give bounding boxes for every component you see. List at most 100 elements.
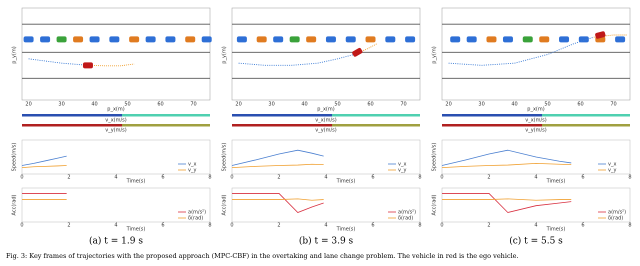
axis-label: Time(s): [126, 227, 146, 233]
axis-label: Acc(rad): [222, 194, 228, 215]
car: [89, 36, 100, 43]
x-tick-label: 4: [324, 223, 327, 229]
legend-label: v_x: [188, 162, 196, 168]
car: [185, 36, 196, 43]
bar: [332, 114, 420, 117]
plot-frame: [441, 139, 631, 175]
x-tick-label: 70: [190, 102, 196, 108]
bar-label: v_y(m/s): [105, 128, 127, 134]
x-tick-label: 6: [371, 175, 374, 181]
bar: [122, 124, 210, 127]
car: [40, 36, 51, 43]
x-tick-label: 70: [610, 102, 616, 108]
plot-frame: [21, 139, 211, 175]
car: [109, 36, 120, 43]
x-tick-label: 0: [230, 175, 233, 181]
legend-label: δ(rad): [188, 216, 203, 222]
curve: [441, 162, 572, 169]
plot-frame: [441, 187, 631, 223]
legend-label: v_x: [398, 162, 406, 168]
bar-label: v_x(m/s): [315, 118, 337, 124]
curve: [232, 198, 324, 201]
x-tick-label: 6: [161, 223, 164, 229]
trajectory: [238, 54, 355, 66]
curve: [231, 149, 324, 166]
axis-label: Speed(m/s): [12, 143, 18, 172]
trajectory: [448, 36, 594, 66]
x-tick-label: 50: [334, 102, 340, 108]
legend-label: v_y: [188, 168, 196, 174]
bar: [232, 114, 420, 117]
trajectory: [28, 58, 89, 66]
x-tick-label: 8: [208, 175, 211, 181]
bar: [542, 124, 630, 127]
car: [306, 36, 317, 43]
bar: [332, 124, 420, 127]
legend-label: v_x: [608, 162, 616, 168]
x-tick-label: 8: [418, 175, 421, 181]
x-tick-label: 30: [478, 102, 484, 108]
x-tick-label: 60: [367, 102, 373, 108]
legend-label: δ(rad): [608, 216, 623, 222]
car: [578, 36, 589, 43]
car: [236, 36, 247, 43]
axis-label: p_y(m): [12, 46, 18, 63]
x-tick-label: 2: [67, 175, 70, 181]
x-tick-label: 4: [534, 223, 537, 229]
curve: [21, 165, 67, 169]
curve: [441, 149, 572, 166]
bar: [442, 124, 630, 127]
prediction: [87, 63, 135, 67]
axis-label: Time(s): [336, 179, 356, 185]
axis-label: Acc(rad): [12, 194, 18, 215]
x-tick-label: 4: [324, 175, 327, 181]
x-tick-label: 2: [277, 175, 280, 181]
plot-frame: [231, 187, 421, 223]
axis-label: Speed(m/s): [222, 143, 228, 172]
x-tick-label: 0: [440, 175, 443, 181]
cap: (b) t = 3.9 s: [299, 236, 354, 247]
curve: [442, 198, 572, 201]
legend-label: a(m/s²): [398, 210, 416, 216]
axis-label: p_x(m): [317, 107, 334, 113]
ego-car: [82, 62, 93, 69]
car: [450, 36, 461, 43]
x-tick-label: 0: [20, 175, 23, 181]
bar-label: v_x(m/s): [525, 118, 547, 124]
x-tick-label: 0: [440, 223, 443, 229]
car: [23, 36, 34, 43]
bar: [542, 114, 630, 117]
bar: [22, 124, 210, 127]
bar: [232, 124, 420, 127]
x-tick-label: 0: [20, 223, 23, 229]
axis-label: Time(s): [546, 179, 566, 185]
bar: [442, 114, 630, 117]
x-tick-label: 2: [487, 175, 490, 181]
car: [486, 36, 497, 43]
x-tick-label: 8: [628, 175, 631, 181]
x-tick-label: 0: [230, 223, 233, 229]
x-tick-label: 8: [628, 223, 631, 229]
x-tick-label: 50: [544, 102, 550, 108]
axis-label: p_x(m): [527, 107, 544, 113]
road-frame: [441, 7, 631, 101]
axis-label: p_y(m): [222, 46, 228, 63]
x-tick-label: 2: [487, 223, 490, 229]
x-tick-label: 2: [277, 223, 280, 229]
car: [145, 36, 156, 43]
bar: [22, 114, 210, 117]
axis-label: Acc(rad): [432, 194, 438, 215]
car: [466, 36, 477, 43]
car: [273, 36, 284, 43]
car: [56, 36, 67, 43]
legend-label: v_y: [398, 168, 406, 174]
x-tick-label: 6: [581, 175, 584, 181]
fig-caption: Fig. 3: Key frames of trajectories with …: [6, 252, 519, 260]
x-tick-label: 60: [577, 102, 583, 108]
car: [539, 36, 550, 43]
x-tick-label: 50: [124, 102, 130, 108]
car: [165, 36, 176, 43]
x-tick-label: 4: [534, 175, 537, 181]
curve: [231, 163, 324, 169]
axis-label: p_x(m): [107, 107, 124, 113]
